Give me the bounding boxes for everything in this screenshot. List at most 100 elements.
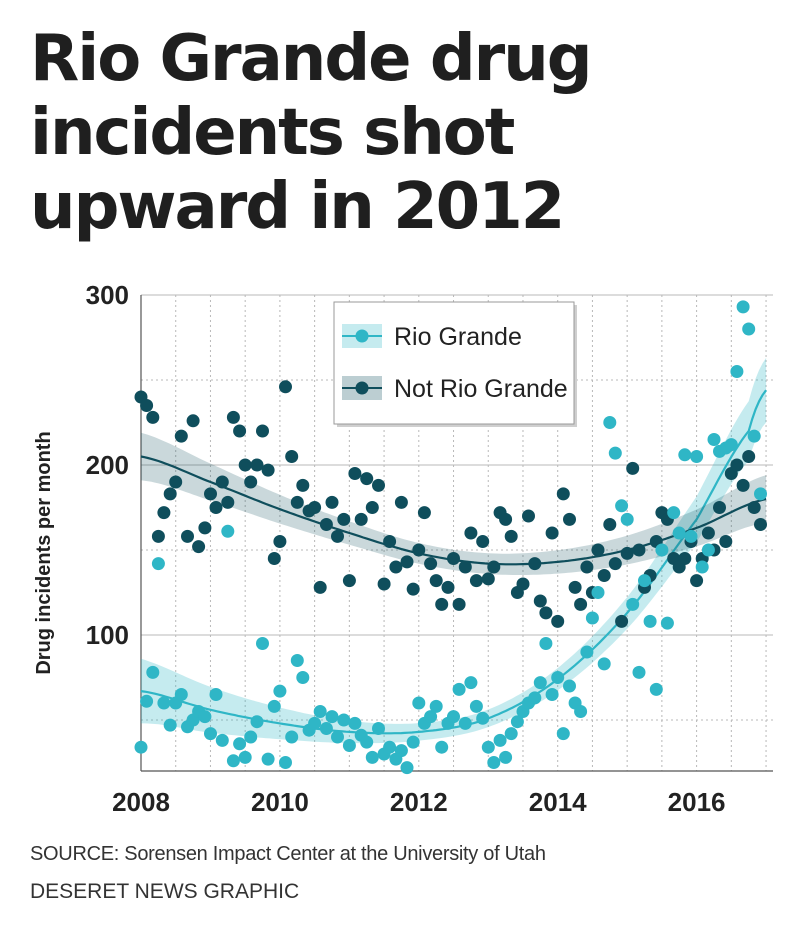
point-rio-grande: [469, 699, 483, 713]
point-not-rio-grande: [597, 569, 611, 582]
point-not-rio-grande: [615, 614, 629, 628]
point-rio-grande: [563, 679, 576, 693]
point-not-rio-grande: [690, 574, 704, 588]
point-rio-grande: [690, 450, 704, 463]
point-rio-grande: [452, 682, 466, 696]
point-not-rio-grande: [204, 487, 217, 501]
point-not-rio-grande: [163, 487, 177, 501]
point-not-rio-grande: [313, 580, 327, 594]
point-not-rio-grande: [469, 574, 483, 588]
point-not-rio-grande: [574, 597, 588, 611]
point-rio-grande: [233, 737, 247, 751]
x-tick-label: 2010: [251, 787, 309, 817]
point-rio-grande: [597, 657, 611, 671]
x-tick-label: 2016: [668, 787, 726, 817]
point-rio-grande: [226, 754, 240, 768]
legend-swatch-dot: [355, 329, 369, 343]
point-not-rio-grande: [620, 546, 634, 560]
point-rio-grande: [447, 710, 460, 724]
point-rio-grande: [730, 365, 744, 378]
point-rio-grande: [342, 739, 356, 752]
point-not-rio-grande: [424, 557, 438, 571]
legend-label-not-rio-grande: Not Rio Grande: [394, 375, 568, 403]
point-not-rio-grande: [238, 458, 252, 472]
point-rio-grande: [747, 429, 761, 443]
point-not-rio-grande: [522, 509, 535, 523]
point-rio-grande: [308, 716, 322, 730]
point-rio-grande: [643, 614, 657, 628]
point-not-rio-grande: [342, 574, 356, 588]
point-rio-grande: [701, 543, 715, 557]
point-rio-grande: [244, 730, 258, 744]
point-not-rio-grande: [487, 560, 501, 574]
x-tick-label: 2008: [112, 787, 170, 817]
point-rio-grande: [238, 750, 252, 764]
point-rio-grande: [163, 718, 177, 732]
point-not-rio-grande: [499, 512, 513, 526]
point-rio-grande: [591, 586, 605, 599]
point-rio-grande: [580, 645, 594, 659]
point-not-rio-grande: [556, 487, 570, 501]
point-rio-grande: [365, 750, 379, 764]
point-rio-grande: [649, 682, 663, 696]
point-not-rio-grande: [290, 495, 304, 509]
point-rio-grande: [620, 512, 634, 526]
point-rio-grande: [285, 730, 299, 744]
point-rio-grande: [412, 696, 426, 710]
point-rio-grande: [528, 691, 542, 705]
graphic-credit: DESERET NEWS GRAPHIC: [30, 880, 300, 903]
point-rio-grande: [273, 684, 287, 698]
point-rio-grande: [394, 744, 408, 758]
point-rio-grande: [325, 710, 339, 724]
point-rio-grande: [545, 688, 559, 701]
point-rio-grande: [464, 676, 478, 690]
y-tick-label: 300: [86, 280, 129, 310]
point-not-rio-grande: [285, 450, 299, 463]
point-not-rio-grande: [452, 597, 466, 611]
point-not-rio-grande: [435, 597, 449, 611]
point-not-rio-grande: [198, 521, 212, 535]
point-rio-grande: [707, 433, 721, 446]
point-rio-grande: [504, 727, 518, 741]
point-not-rio-grande: [580, 560, 594, 574]
point-not-rio-grande: [215, 475, 229, 489]
point-not-rio-grande: [412, 543, 426, 557]
legend-label-rio-grande: Rio Grande: [394, 323, 522, 351]
point-rio-grande: [337, 713, 351, 727]
point-not-rio-grande: [701, 526, 715, 540]
point-rio-grande: [672, 526, 686, 540]
point-rio-grande: [684, 529, 698, 543]
point-not-rio-grande: [400, 555, 414, 569]
point-not-rio-grande: [146, 410, 160, 424]
point-rio-grande: [267, 699, 281, 713]
point-not-rio-grande: [406, 582, 420, 596]
point-rio-grande: [551, 671, 565, 684]
point-rio-grande: [400, 761, 414, 775]
legend-swatch-dot: [355, 381, 369, 395]
point-not-rio-grande: [354, 512, 368, 526]
point-rio-grande: [383, 740, 397, 754]
trend-line-rio-grande: [140, 389, 767, 735]
point-not-rio-grande: [296, 478, 310, 492]
point-rio-grande: [458, 716, 472, 730]
point-rio-grande: [510, 715, 524, 729]
scatter-chart: 100 200 300 2008 2010 2012 2014 2016 Drug incide…: [33, 280, 773, 817]
point-not-rio-grande: [713, 501, 726, 514]
point-rio-grande: [556, 727, 570, 741]
point-rio-grande: [261, 752, 275, 766]
point-rio-grande: [608, 446, 622, 460]
y-axis-label: Drug incidents per month: [33, 431, 55, 674]
point-rio-grande: [638, 574, 651, 588]
point-not-rio-grande: [736, 478, 750, 492]
point-not-rio-grande: [377, 577, 391, 591]
point-not-rio-grande: [151, 529, 165, 543]
point-not-rio-grande: [186, 414, 200, 428]
point-rio-grande: [724, 438, 738, 452]
point-rio-grande: [626, 597, 640, 611]
point-rio-grande: [198, 710, 212, 724]
point-rio-grande: [476, 711, 490, 725]
point-not-rio-grande: [754, 518, 767, 531]
point-rio-grande: [204, 727, 217, 741]
point-rio-grande: [754, 487, 767, 501]
point-not-rio-grande: [279, 380, 292, 394]
